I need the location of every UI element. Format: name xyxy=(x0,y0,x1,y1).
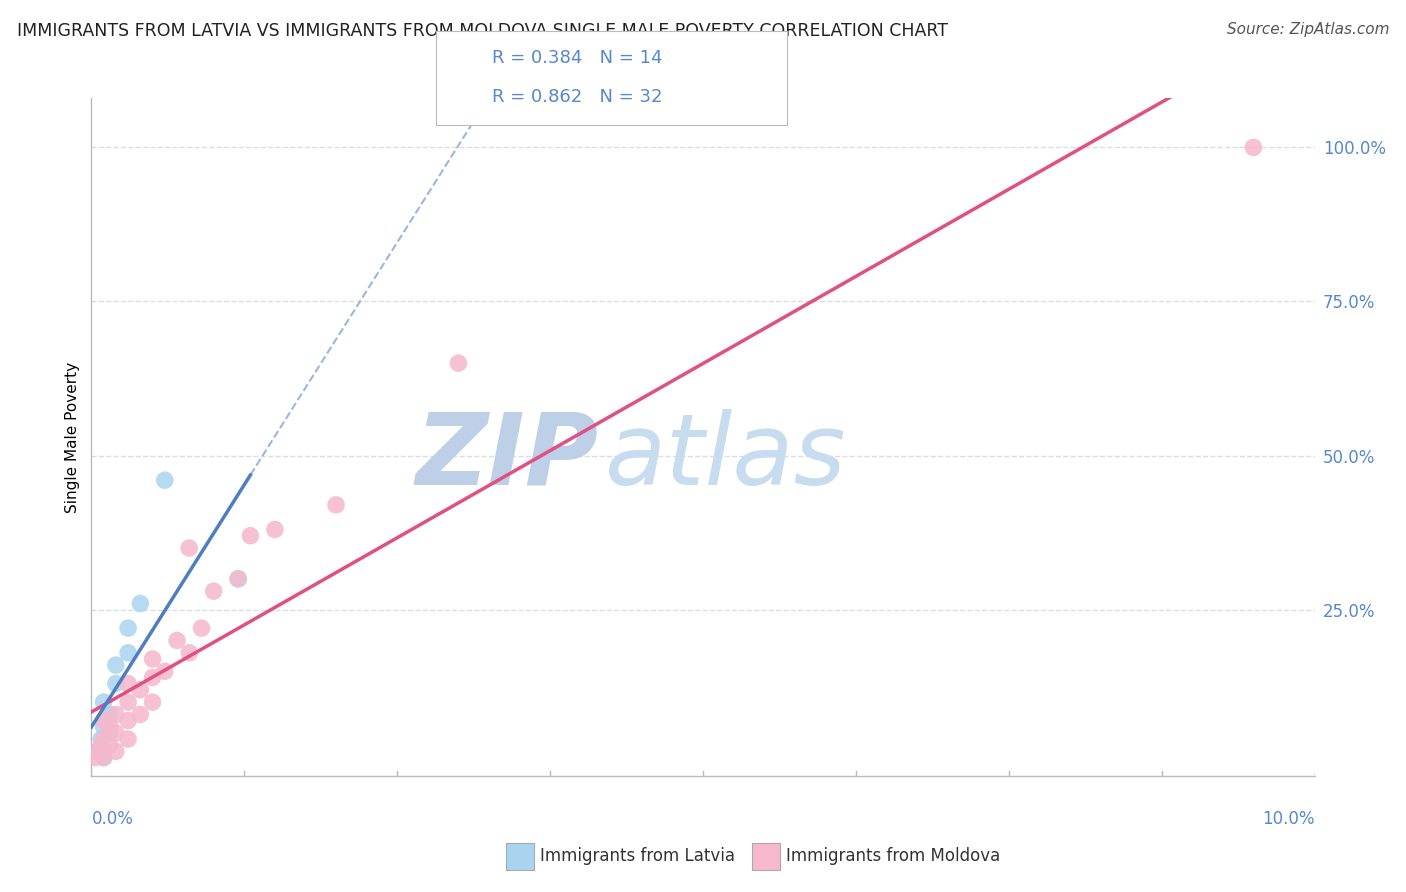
Point xyxy=(153,473,176,487)
Text: R = 0.384   N = 14: R = 0.384 N = 14 xyxy=(492,49,662,67)
Text: ZIP: ZIP xyxy=(416,409,599,506)
Text: Immigrants from Latvia: Immigrants from Latvia xyxy=(540,847,735,865)
Point xyxy=(93,732,115,747)
Point xyxy=(202,584,225,599)
Point xyxy=(93,750,115,764)
Point xyxy=(117,695,139,709)
Point xyxy=(1243,140,1265,154)
Point xyxy=(129,707,152,722)
Point xyxy=(141,695,163,709)
Point xyxy=(153,665,176,679)
Point xyxy=(117,714,139,728)
Point xyxy=(98,720,121,734)
Text: 10.0%: 10.0% xyxy=(1263,810,1315,828)
Point xyxy=(117,732,139,747)
Point xyxy=(86,744,108,758)
Point xyxy=(104,658,127,673)
Point xyxy=(166,633,188,648)
Text: Immigrants from Moldova: Immigrants from Moldova xyxy=(786,847,1000,865)
Point xyxy=(141,670,163,684)
Point xyxy=(98,738,121,752)
Text: 0.0%: 0.0% xyxy=(91,810,134,828)
Point xyxy=(239,529,262,543)
Text: IMMIGRANTS FROM LATVIA VS IMMIGRANTS FROM MOLDOVA SINGLE MALE POVERTY CORRELATIO: IMMIGRANTS FROM LATVIA VS IMMIGRANTS FRO… xyxy=(17,22,948,40)
Point xyxy=(93,695,115,709)
Point xyxy=(226,572,249,586)
Point xyxy=(117,621,139,635)
Point xyxy=(98,726,121,740)
Point xyxy=(226,572,249,586)
Point xyxy=(141,652,163,666)
Y-axis label: Single Male Poverty: Single Male Poverty xyxy=(65,361,80,513)
Point xyxy=(93,720,115,734)
Point xyxy=(447,356,470,370)
Point xyxy=(104,744,127,758)
Point xyxy=(129,682,152,697)
Point xyxy=(117,676,139,690)
Point xyxy=(98,707,121,722)
Point xyxy=(325,498,347,512)
Point xyxy=(86,744,108,758)
Point xyxy=(190,621,212,635)
Point xyxy=(93,750,115,764)
Point xyxy=(104,726,127,740)
Point xyxy=(179,646,201,660)
Point xyxy=(129,597,152,611)
Point xyxy=(179,541,201,555)
Point xyxy=(104,676,127,690)
Text: Source: ZipAtlas.com: Source: ZipAtlas.com xyxy=(1226,22,1389,37)
Point xyxy=(90,738,112,752)
Point xyxy=(264,523,287,537)
Point xyxy=(117,646,139,660)
Point xyxy=(104,707,127,722)
Text: R = 0.862   N = 32: R = 0.862 N = 32 xyxy=(492,88,662,106)
Text: atlas: atlas xyxy=(605,409,846,506)
Point xyxy=(84,750,107,764)
Point xyxy=(90,732,112,747)
Point xyxy=(93,714,115,728)
